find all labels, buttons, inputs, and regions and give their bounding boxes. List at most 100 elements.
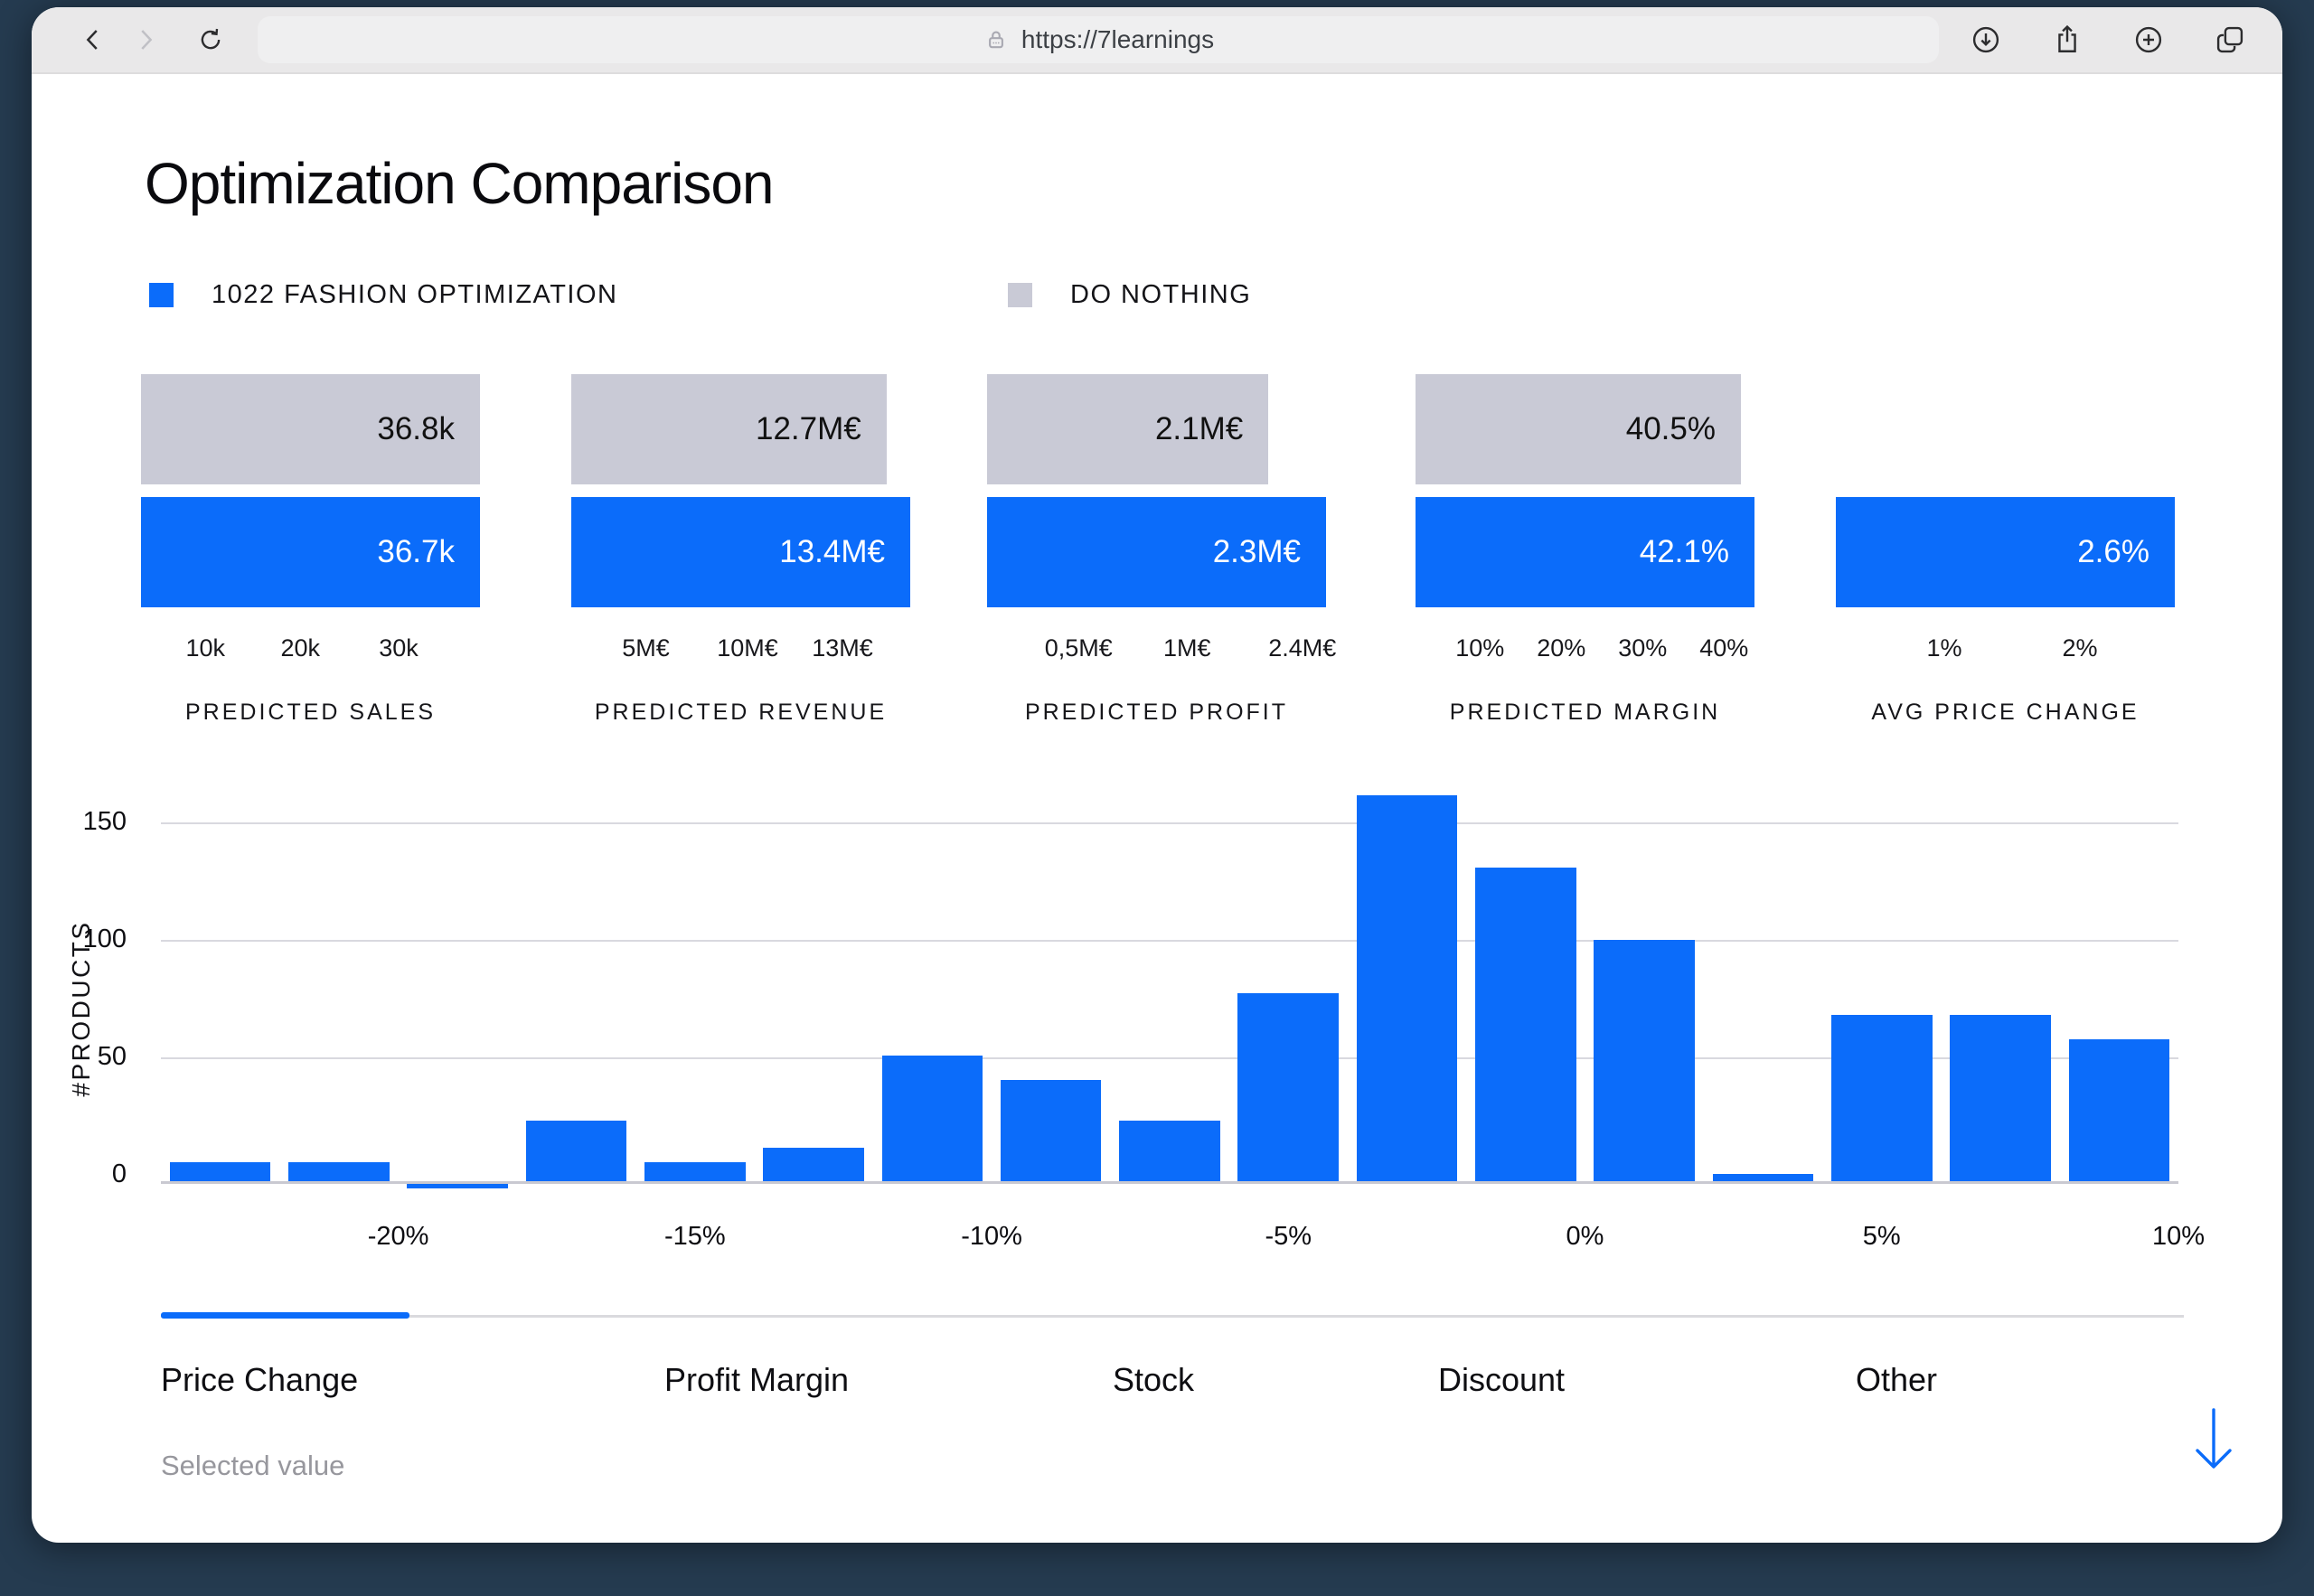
histogram-bar[interactable]	[1119, 1121, 1220, 1181]
do-nothing-bar[interactable]: 2.1M€	[987, 374, 1269, 484]
share-icon	[2058, 24, 2076, 52]
gridline	[161, 822, 2178, 824]
histogram-bar[interactable]	[1356, 795, 1458, 1181]
legend-label: 1022 FASHION OPTIMIZATION	[212, 280, 618, 309]
metric-axis: 5M€ 10M€ 13M€	[571, 634, 910, 665]
y-tick: 100	[82, 925, 127, 953]
metric-axis-tick: 1%	[1926, 634, 1962, 662]
metric-axis-tick: 30k	[379, 634, 419, 662]
tab-discount[interactable]: Discount	[1438, 1361, 1566, 1398]
page-title: Optimization Comparison	[145, 151, 774, 216]
histogram-bar[interactable]	[525, 1121, 627, 1181]
x-tick: 0%	[1566, 1222, 1604, 1251]
histogram-bar[interactable]	[1712, 1174, 1814, 1181]
bar-value: 36.7k	[377, 534, 455, 569]
metric-axis-tick: 0,5M€	[1044, 634, 1113, 662]
optimization-bar[interactable]: 13.4M€	[571, 497, 910, 607]
metric-axis-tick: 10%	[1455, 634, 1505, 662]
y-tick: 150	[82, 807, 127, 836]
metric-axis: 1% 2%	[1836, 634, 2175, 665]
histogram-bar[interactable]	[1237, 993, 1340, 1181]
legend-label: DO NOTHING	[1070, 280, 1252, 309]
metric-axis-tick: 30%	[1618, 634, 1668, 662]
browser-window: https://7learnings	[32, 7, 2282, 1543]
do-nothing-bar[interactable]: 40.5%	[1416, 374, 1741, 484]
optimization-bar[interactable]: 2.6%	[1836, 497, 2175, 607]
metric-predicted-profit: 2.1M€ 2.3M€ 0,5M€ 1M€ 2.4M€ PREDICTED PROF…	[987, 7, 1337, 757]
scroll-down-button[interactable]	[2187, 1406, 2240, 1487]
metric-axis-tick: 2%	[2062, 634, 2098, 662]
metric-axis-tick: 40%	[1699, 634, 1749, 662]
histogram-bar[interactable]	[763, 1148, 864, 1181]
histogram-bar[interactable]	[1830, 1015, 1933, 1181]
bar-value: 2.3M€	[1212, 534, 1301, 569]
metric-axis: 10k 20k 30k	[141, 634, 480, 665]
histogram-bar[interactable]	[1594, 940, 1695, 1181]
metric-label: PREDICTED MARGIN	[1449, 699, 1721, 725]
download-icon	[1972, 26, 1999, 53]
url-text: https://7learnings	[1021, 25, 1215, 53]
legend-swatch-do-nothing	[1008, 283, 1032, 307]
optimization-bar[interactable]: 2.3M€	[987, 497, 1326, 607]
metric-axis-tick: 10M€	[717, 634, 778, 662]
gridline	[161, 940, 2178, 942]
download-button[interactable]	[1966, 20, 2006, 60]
bar-value: 2.6%	[2077, 534, 2149, 569]
x-tick: 5%	[1862, 1222, 1901, 1251]
tab-profit-margin[interactable]: Profit Margin	[664, 1361, 850, 1398]
y-tick: 0	[111, 1159, 127, 1188]
metric-label: PREDICTED SALES	[184, 699, 436, 725]
metric-predicted-sales: 36.8k 36.7k 10k 20k 30k PREDICTED SALES	[141, 7, 480, 757]
browser-toolbar: https://7learnings	[32, 7, 2282, 74]
tab-other[interactable]: Other	[1856, 1361, 1938, 1398]
tab-overview-icon	[2216, 26, 2243, 53]
metric-axis: 0,5M€ 1M€ 2.4M€	[987, 634, 1337, 665]
metric-axis: 10% 20% 30% 40%	[1416, 634, 1754, 665]
tab-overview-button[interactable]	[2210, 20, 2250, 60]
metric-predicted-revenue: 12.7M€ 13.4M€ 5M€ 10M€ 13M€ PREDICTED REVE…	[571, 7, 910, 757]
back-button[interactable]	[73, 20, 113, 60]
histogram-bar[interactable]	[169, 1162, 271, 1181]
bar-value: 2.1M€	[1154, 411, 1244, 446]
share-button[interactable]	[2047, 20, 2087, 60]
forward-button[interactable]	[126, 20, 165, 60]
metric-axis-tick: 5M€	[622, 634, 670, 662]
bar-value: 12.7M€	[756, 411, 861, 446]
histogram-bar[interactable]	[1950, 1015, 2051, 1181]
reload-button[interactable]	[191, 20, 230, 60]
new-tab-button[interactable]	[2129, 20, 2168, 60]
optimization-bar[interactable]: 42.1%	[1416, 497, 1754, 607]
bar-value: 36.8k	[377, 411, 455, 446]
x-tick: -5%	[1265, 1222, 1312, 1251]
legend-item-do-nothing[interactable]: DO NOTHING	[1008, 280, 1251, 310]
histogram-bar[interactable]	[1000, 1080, 1102, 1181]
active-tab-indicator	[161, 1312, 409, 1319]
histogram-bar[interactable]	[881, 1056, 983, 1181]
do-nothing-bar[interactable]: 36.8k	[141, 374, 480, 484]
metric-label: AVG PRICE CHANGE	[1871, 699, 2140, 725]
do-nothing-bar[interactable]: 12.7M€	[571, 374, 887, 484]
metric-axis-tick: 10k	[185, 634, 226, 662]
histogram-bar[interactable]	[407, 1184, 509, 1188]
histogram-bar[interactable]	[288, 1162, 390, 1181]
x-tick: -10%	[961, 1222, 1022, 1251]
url-bar[interactable]: https://7learnings	[258, 16, 1939, 63]
bar-value: 40.5%	[1625, 411, 1716, 446]
lock-icon	[983, 26, 1010, 53]
tab-price-change[interactable]: Price Change	[161, 1361, 359, 1398]
histogram-bar[interactable]	[2068, 1039, 2170, 1181]
metric-axis-tick: 13M€	[812, 634, 873, 662]
tab-stock[interactable]: Stock	[1113, 1361, 1195, 1398]
y-tick: 50	[97, 1042, 127, 1071]
histogram-bar[interactable]	[1475, 868, 1576, 1181]
histogram-bar[interactable]	[644, 1162, 746, 1181]
x-tick: 10%	[2151, 1222, 2206, 1251]
metric-axis-tick: 20%	[1537, 634, 1586, 662]
legend-item-optimization[interactable]: 1022 FASHION OPTIMIZATION	[149, 280, 618, 310]
products-histogram: -20% -15% -10% -5% 0% 5% 10%	[161, 795, 2205, 1251]
back-icon	[86, 30, 98, 50]
metric-label: PREDICTED REVENUE	[594, 699, 888, 725]
selected-value-label: Selected value	[161, 1450, 345, 1481]
optimization-bar[interactable]: 36.7k	[141, 497, 480, 607]
